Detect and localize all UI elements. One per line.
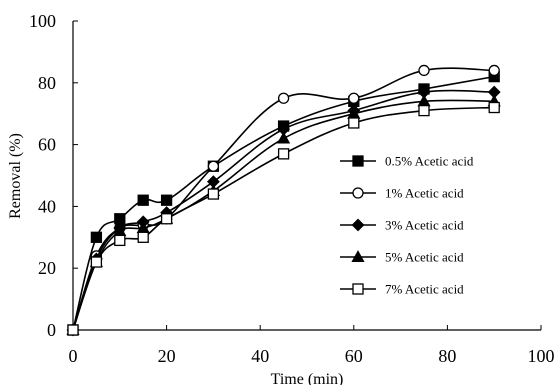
legend-label: 0.5% Acetic acid — [385, 154, 474, 169]
data-point — [207, 160, 220, 172]
x-tick-label: 80 — [438, 346, 456, 366]
y-tick-label: 100 — [29, 11, 56, 31]
data-point — [67, 324, 79, 336]
y-axis-title: Removal (%) — [7, 133, 24, 219]
series-layer — [66, 64, 501, 337]
series-3 — [66, 94, 501, 336]
x-tick-label: 60 — [345, 346, 363, 366]
x-axis-title: Time (min) — [271, 371, 344, 385]
series-line — [72, 99, 495, 331]
data-point — [160, 194, 173, 206]
data-point — [137, 231, 149, 243]
legend-label: 1% Acetic acid — [385, 186, 464, 201]
axes — [72, 21, 541, 331]
legend: 0.5% Acetic acid 1% Acetic acid 3% Acetic … — [340, 154, 474, 297]
legend-item: 1% Acetic acid — [340, 186, 464, 201]
series-2 — [66, 85, 501, 337]
legend-marker — [351, 250, 365, 263]
x-tick-label: 0 — [69, 346, 78, 366]
legend-item: 3% Acetic acid — [340, 218, 464, 233]
data-point — [418, 104, 430, 117]
data-point — [160, 213, 173, 225]
data-point — [418, 64, 430, 77]
y-tick-label: 20 — [38, 258, 56, 278]
legend-label: 5% Acetic acid — [385, 250, 464, 265]
x-tick-label: 20 — [158, 346, 176, 366]
legend-marker — [352, 155, 364, 167]
data-point — [276, 131, 291, 144]
data-point — [90, 256, 103, 268]
legend-label: 7% Acetic acid — [385, 282, 464, 297]
y-tick-label: 60 — [38, 135, 56, 155]
legend-item: 5% Acetic acid — [340, 250, 464, 265]
data-point — [348, 117, 360, 129]
data-point — [488, 64, 500, 77]
legend-item: 7% Acetic acid — [340, 282, 464, 297]
data-point — [348, 92, 360, 104]
y-tick-label: 80 — [38, 73, 56, 93]
data-point — [207, 188, 220, 200]
legend-marker — [351, 218, 365, 232]
y-tick-label: 40 — [38, 196, 56, 216]
legend-item: 0.5% Acetic acid — [340, 154, 474, 169]
legend-label: 3% Acetic acid — [385, 218, 464, 233]
data-point — [90, 231, 103, 243]
series-line — [72, 89, 495, 331]
series-line — [72, 106, 495, 331]
data-point — [277, 148, 290, 160]
data-point — [114, 234, 126, 247]
x-tick-label: 100 — [528, 346, 555, 366]
y-tick-label: 0 — [47, 320, 56, 340]
series-line — [72, 75, 495, 331]
series-4 — [67, 101, 500, 336]
data-point — [277, 92, 290, 104]
legend-marker — [352, 283, 364, 295]
series-line — [72, 67, 495, 331]
ticks: 0 20 40 60 80 100 0 20 40 60 80 100 — [29, 11, 555, 366]
data-point — [137, 194, 149, 206]
legend-marker — [352, 187, 364, 199]
data-point — [488, 101, 500, 114]
x-tick-label: 40 — [251, 346, 269, 366]
